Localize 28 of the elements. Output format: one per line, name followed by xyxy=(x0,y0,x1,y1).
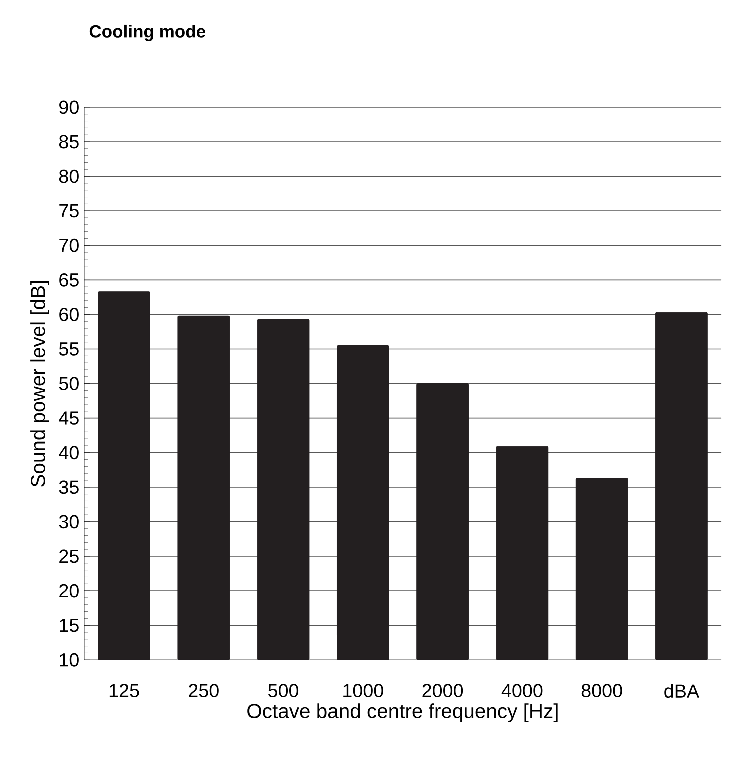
y-tick-label: 20 xyxy=(60,584,79,598)
y-tick-label: 30 xyxy=(59,515,79,529)
y-tick-label: 75 xyxy=(60,204,79,218)
y-tick-label: 60 xyxy=(60,308,79,322)
x-tick-label: 2000 xyxy=(422,684,463,698)
x-tick-label: 500 xyxy=(268,684,298,698)
y-tick-label: 15 xyxy=(60,619,79,632)
y-tick-label: 85 xyxy=(59,135,79,149)
x-tick-label: 8000 xyxy=(582,684,622,698)
x-tick-label: 250 xyxy=(189,684,219,698)
y-tick-label: 70 xyxy=(60,238,79,252)
y-tick-label: 10 xyxy=(60,653,79,667)
x-axis-title: Octave band centre frequency [Hz] xyxy=(248,704,558,722)
x-tick-label: 125 xyxy=(110,684,140,698)
y-tick-label: 45 xyxy=(59,412,79,425)
y-tick-label: 55 xyxy=(59,342,79,356)
y-tick-label: 90 xyxy=(59,100,79,114)
y-tick-label: 50 xyxy=(59,377,79,390)
y-tick-label: 40 xyxy=(59,446,79,460)
y-tick-label: 80 xyxy=(59,170,79,184)
x-tick-label: 4000 xyxy=(502,684,543,698)
chart-title: Cooling mode xyxy=(90,24,206,42)
y-tick-label: 25 xyxy=(60,550,79,564)
x-tick-label: dBA xyxy=(664,684,700,698)
y-tick-label: 65 xyxy=(60,273,79,287)
x-tick-label: 1000 xyxy=(344,684,384,698)
y-tick-label: 35 xyxy=(59,480,79,494)
y-axis-title: Sound power level [dB] xyxy=(30,281,50,487)
